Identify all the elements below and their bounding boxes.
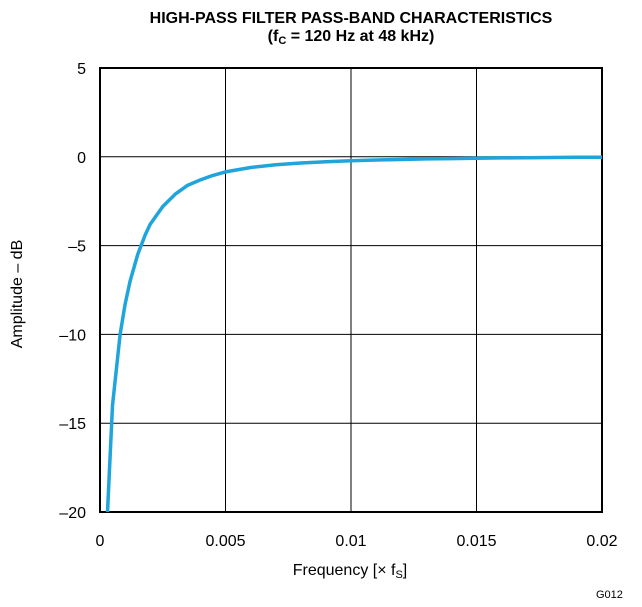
x-label-subscript: S	[395, 569, 403, 581]
y-tick-label: –10	[59, 327, 86, 344]
x-label-times: ×	[377, 562, 387, 579]
x-tick-label: 0.01	[335, 533, 366, 550]
grid-lines	[99, 67, 603, 513]
chart-subtitle: (fC = 120 Hz at 48 kHz)	[100, 28, 602, 50]
series-group	[105, 155, 603, 513]
plot-frame	[99, 67, 603, 513]
chart-title: HIGH-PASS FILTER PASS-BAND CHARACTERISTI…	[149, 10, 553, 27]
subtitle-suffix: = 120 Hz at 48 kHz)	[286, 28, 435, 45]
y-tick-label: –5	[68, 239, 86, 256]
x-tick-label: 0.02	[586, 533, 617, 550]
x-axis-label: Frequency [× fS]	[250, 562, 450, 581]
y-tick-label: –20	[59, 505, 86, 522]
figure-code: G012	[596, 589, 623, 601]
tick-labels: 0 0.005 0.01 0.015 0.02 5 0 –5 –10 –15 –20	[59, 61, 617, 550]
series-line	[105, 155, 603, 513]
y-axis-label: Amplitude – dB	[9, 239, 26, 349]
y-tick-label: 0	[77, 150, 86, 167]
x-tick-label: 0.005	[205, 533, 245, 550]
x-tick-label: 0	[96, 533, 105, 550]
y-tick-label: 5	[77, 61, 86, 78]
y-tick-label: –15	[59, 416, 86, 433]
x-label-prefix: Frequency [	[292, 562, 378, 579]
x-label-suffix: ]	[402, 562, 408, 579]
x-tick-label: 0.015	[456, 533, 496, 550]
x-label-f: f	[386, 562, 396, 579]
subtitle-prefix: (f	[267, 28, 279, 45]
subtitle-subscript: C	[278, 35, 287, 47]
